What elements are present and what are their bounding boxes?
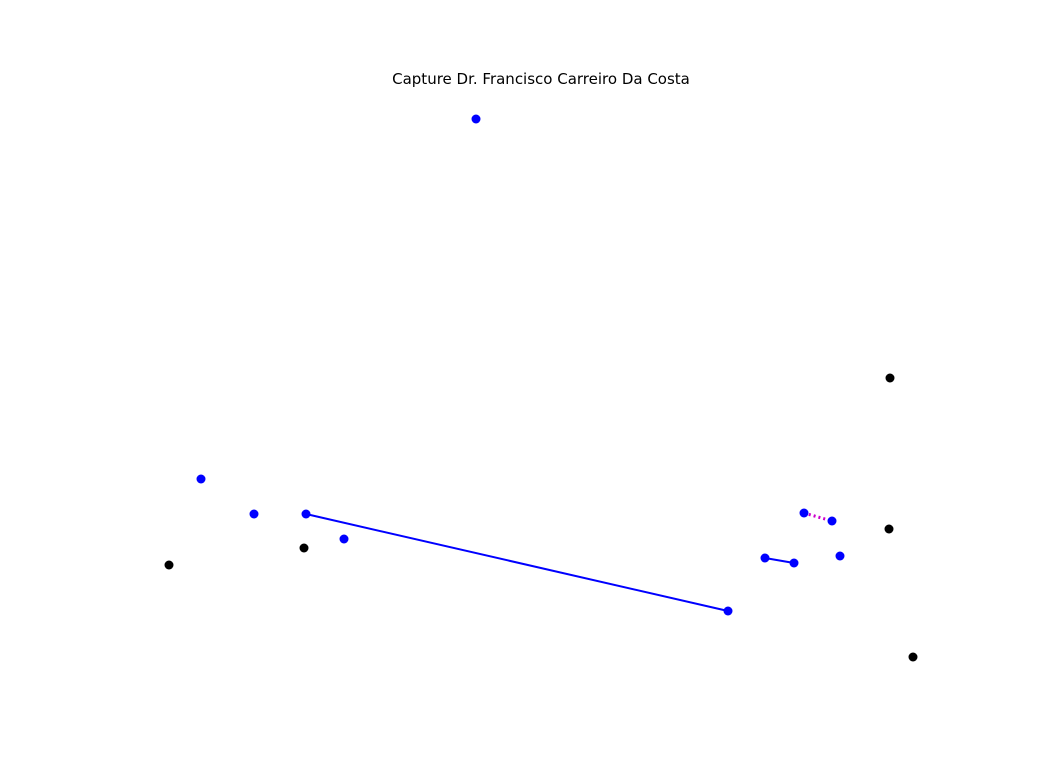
points-layer	[164, 114, 918, 662]
black-point	[884, 524, 894, 534]
blue-point	[339, 534, 349, 544]
blue-point	[301, 509, 311, 519]
black-point	[164, 560, 174, 570]
blue-point	[249, 509, 259, 519]
blue-point	[789, 558, 799, 568]
blue-point	[835, 551, 845, 561]
black-point	[299, 543, 309, 553]
blue-point	[760, 553, 770, 563]
solid-segment	[764, 557, 795, 564]
black-point	[908, 652, 918, 662]
black-point	[885, 373, 895, 383]
blue-point	[723, 606, 733, 616]
solid-segment	[305, 513, 729, 612]
blue-point	[799, 508, 809, 518]
blue-point	[471, 114, 481, 124]
segments-layer	[305, 511, 833, 612]
blue-point	[827, 516, 837, 526]
chart-title: Capture Dr. Francisco Carreiro Da Costa	[392, 70, 690, 88]
blue-point	[196, 474, 206, 484]
